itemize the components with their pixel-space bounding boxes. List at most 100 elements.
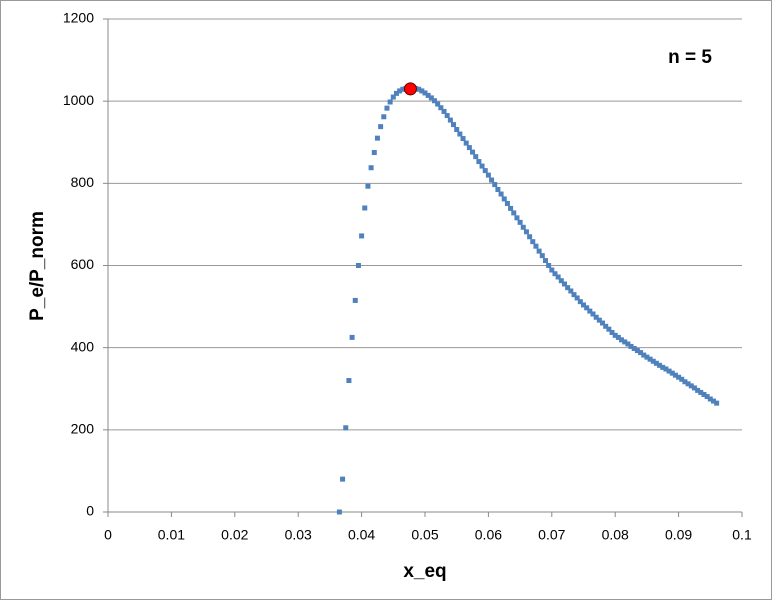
data-point — [530, 239, 536, 245]
x-tick-label: 0.02 — [221, 527, 248, 543]
data-point — [489, 177, 495, 183]
data-point — [454, 127, 460, 133]
data-point — [593, 314, 599, 320]
data-point — [663, 366, 669, 372]
data-point — [600, 320, 606, 326]
data-point — [682, 379, 688, 385]
y-tick-label: 600 — [71, 256, 95, 272]
data-point — [390, 94, 396, 100]
data-point — [558, 278, 564, 284]
data-point — [362, 205, 368, 211]
data-point — [501, 196, 507, 202]
data-point — [549, 267, 555, 273]
data-point — [352, 297, 358, 303]
data-point — [685, 381, 691, 387]
data-point — [590, 311, 596, 317]
data-point — [479, 163, 485, 169]
data-point — [603, 323, 609, 329]
data-point — [596, 317, 602, 323]
data-point — [400, 86, 406, 92]
data-point — [432, 98, 438, 104]
x-tick-label: 0.04 — [348, 527, 375, 543]
x-tick-label: 0.1 — [732, 527, 752, 543]
data-point — [511, 210, 517, 216]
data-point — [660, 364, 666, 370]
data-point — [698, 389, 704, 395]
data-point — [384, 105, 390, 111]
data-point — [355, 263, 361, 268]
data-point — [349, 334, 355, 340]
data-point — [476, 159, 482, 165]
data-point — [466, 145, 472, 151]
data-point — [612, 332, 618, 338]
data-point — [514, 215, 520, 221]
data-point — [542, 258, 548, 264]
data-point — [561, 281, 567, 287]
data-point — [625, 341, 631, 347]
data-point — [628, 343, 634, 349]
data-point — [368, 165, 374, 171]
data-point — [422, 90, 428, 96]
data-point — [517, 219, 523, 225]
data-point — [609, 329, 615, 335]
data-point — [470, 149, 476, 155]
x-axis-label: x_eq — [403, 561, 446, 582]
x-tick-label: 0.06 — [475, 527, 502, 543]
data-point — [571, 292, 577, 298]
data-point — [495, 186, 501, 192]
data-point — [619, 337, 625, 343]
data-point — [498, 191, 504, 197]
data-point — [606, 326, 612, 332]
data-point — [492, 182, 498, 188]
x-tick-label: 0 — [104, 527, 112, 543]
data-point — [672, 372, 678, 378]
data-point — [552, 271, 558, 277]
data-point — [657, 362, 663, 368]
data-point — [508, 205, 514, 211]
data-point — [447, 117, 453, 123]
data-point — [704, 394, 710, 400]
data-point — [679, 376, 685, 382]
x-tick-label: 0.05 — [411, 527, 438, 543]
data-point — [457, 131, 463, 137]
data-point — [441, 108, 447, 114]
data-point — [634, 348, 640, 354]
x-tick-label: 0.03 — [285, 527, 312, 543]
y-tick-label: 0 — [86, 503, 94, 519]
data-point — [631, 345, 637, 351]
y-tick-label: 1000 — [63, 92, 94, 108]
y-tick-label: 200 — [71, 421, 95, 437]
data-point — [622, 339, 628, 345]
data-point — [577, 299, 583, 305]
data-point — [647, 356, 653, 362]
data-point — [688, 383, 694, 389]
data-point — [638, 350, 644, 356]
data-point — [393, 90, 399, 96]
data-point — [381, 114, 387, 120]
data-point — [473, 154, 479, 160]
data-point — [568, 288, 574, 294]
annotation: n = 5 — [668, 47, 712, 68]
peak-point — [403, 82, 417, 96]
data-point — [536, 248, 542, 254]
data-point — [482, 168, 488, 174]
data-point — [691, 385, 697, 391]
data-point — [343, 425, 349, 431]
data-point — [587, 308, 593, 314]
data-point — [387, 99, 393, 105]
data-point — [701, 392, 707, 398]
data-point — [438, 105, 444, 111]
data-point — [428, 95, 434, 101]
data-point — [565, 285, 571, 291]
data-point — [676, 374, 682, 380]
data-point — [710, 398, 716, 404]
data-point — [669, 370, 675, 376]
data-point — [346, 378, 352, 384]
data-point — [581, 302, 586, 308]
data-point — [463, 140, 469, 146]
data-point — [539, 253, 545, 259]
y-tick-label: 800 — [71, 174, 95, 190]
